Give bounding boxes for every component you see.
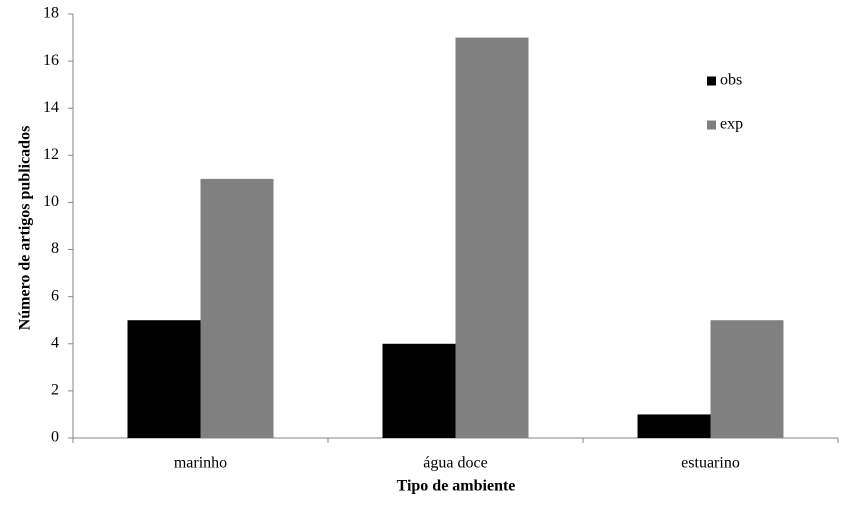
x-tick-label: marinho [174, 455, 227, 472]
y-tick-label: 18 [43, 5, 59, 22]
y-tick-label: 6 [51, 287, 59, 304]
bar [455, 37, 529, 439]
legend-swatch [707, 120, 716, 130]
x-axis-title: Tipo de ambiente [397, 478, 516, 495]
y-tick-label: 12 [43, 146, 59, 163]
legend-label: obs [720, 72, 742, 89]
legend-swatch [707, 76, 716, 86]
y-tick-label: 8 [51, 240, 59, 257]
y-tick-label: 16 [43, 52, 59, 69]
y-tick-label: 4 [51, 334, 59, 351]
legend-label: exp [720, 116, 743, 133]
bar [382, 343, 456, 438]
x-tick-label: estuarino [681, 455, 740, 472]
bar [127, 320, 201, 438]
y-axis-title: Número de artigos publicados [17, 126, 34, 331]
y-tick-label: 0 [51, 429, 59, 446]
y-tick-label: 2 [51, 382, 59, 399]
x-tick-label: água doce [423, 455, 487, 472]
bar [710, 320, 784, 438]
bar [200, 178, 274, 438]
y-tick-label: 14 [43, 99, 59, 116]
bar [637, 414, 711, 438]
y-tick-label: 10 [43, 193, 59, 210]
